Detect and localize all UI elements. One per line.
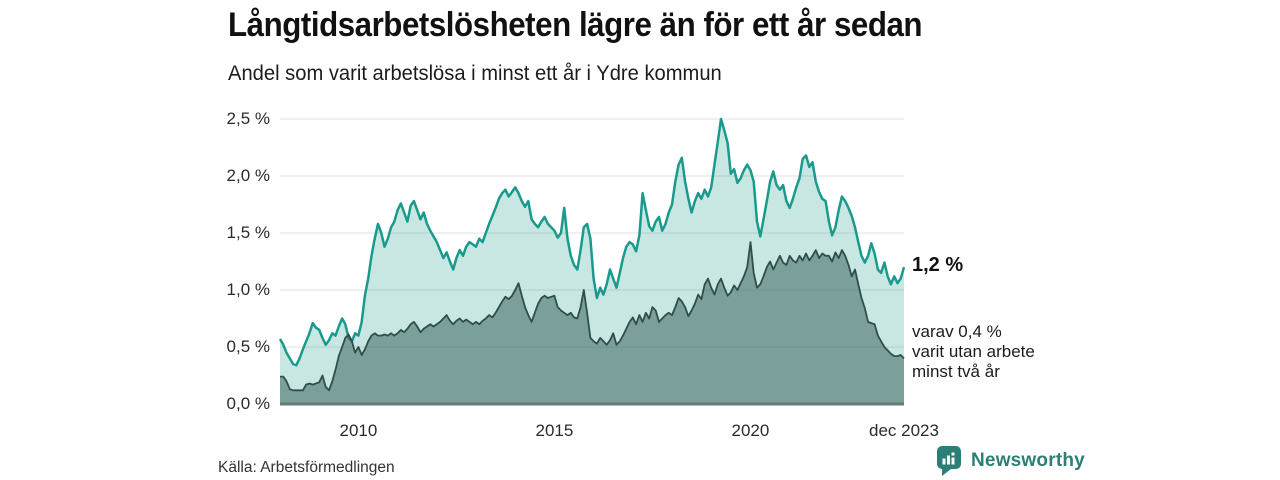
y-axis-tick-label: 0,5 %: [226, 337, 270, 356]
x-axis-tick-label: 2020: [731, 421, 770, 440]
newsworthy-badge-icon: [937, 446, 961, 476]
newsworthy-logo-text: Newsworthy: [971, 450, 1085, 471]
y-axis-tick-label: 2,5 %: [226, 109, 270, 128]
end-value-label-two-years: varav 0,4 % varit utan arbete minst två …: [912, 322, 1035, 382]
end-value-label-total: 1,2 %: [912, 254, 964, 277]
chart-title: Långtidsarbetslösheten lägre än för ett …: [228, 6, 923, 44]
y-axis-tick-label: 2,0 %: [226, 166, 270, 185]
x-axis-tick-label: 2010: [339, 421, 378, 440]
y-axis-tick-label: 1,0 %: [226, 280, 270, 299]
chart-subtitle: Andel som varit arbetslösa i minst ett å…: [228, 62, 722, 85]
source-credit: Källa: Arbetsförmedlingen: [218, 459, 395, 476]
newsworthy-logo[interactable]: Newsworthy: [937, 446, 1085, 476]
y-axis-tick-label: 0,0 %: [226, 394, 270, 413]
y-axis-tick-label: 1,5 %: [226, 223, 270, 242]
x-axis-tick-label: dec 2023: [869, 421, 939, 440]
x-axis-tick-label: 2015: [535, 421, 574, 440]
